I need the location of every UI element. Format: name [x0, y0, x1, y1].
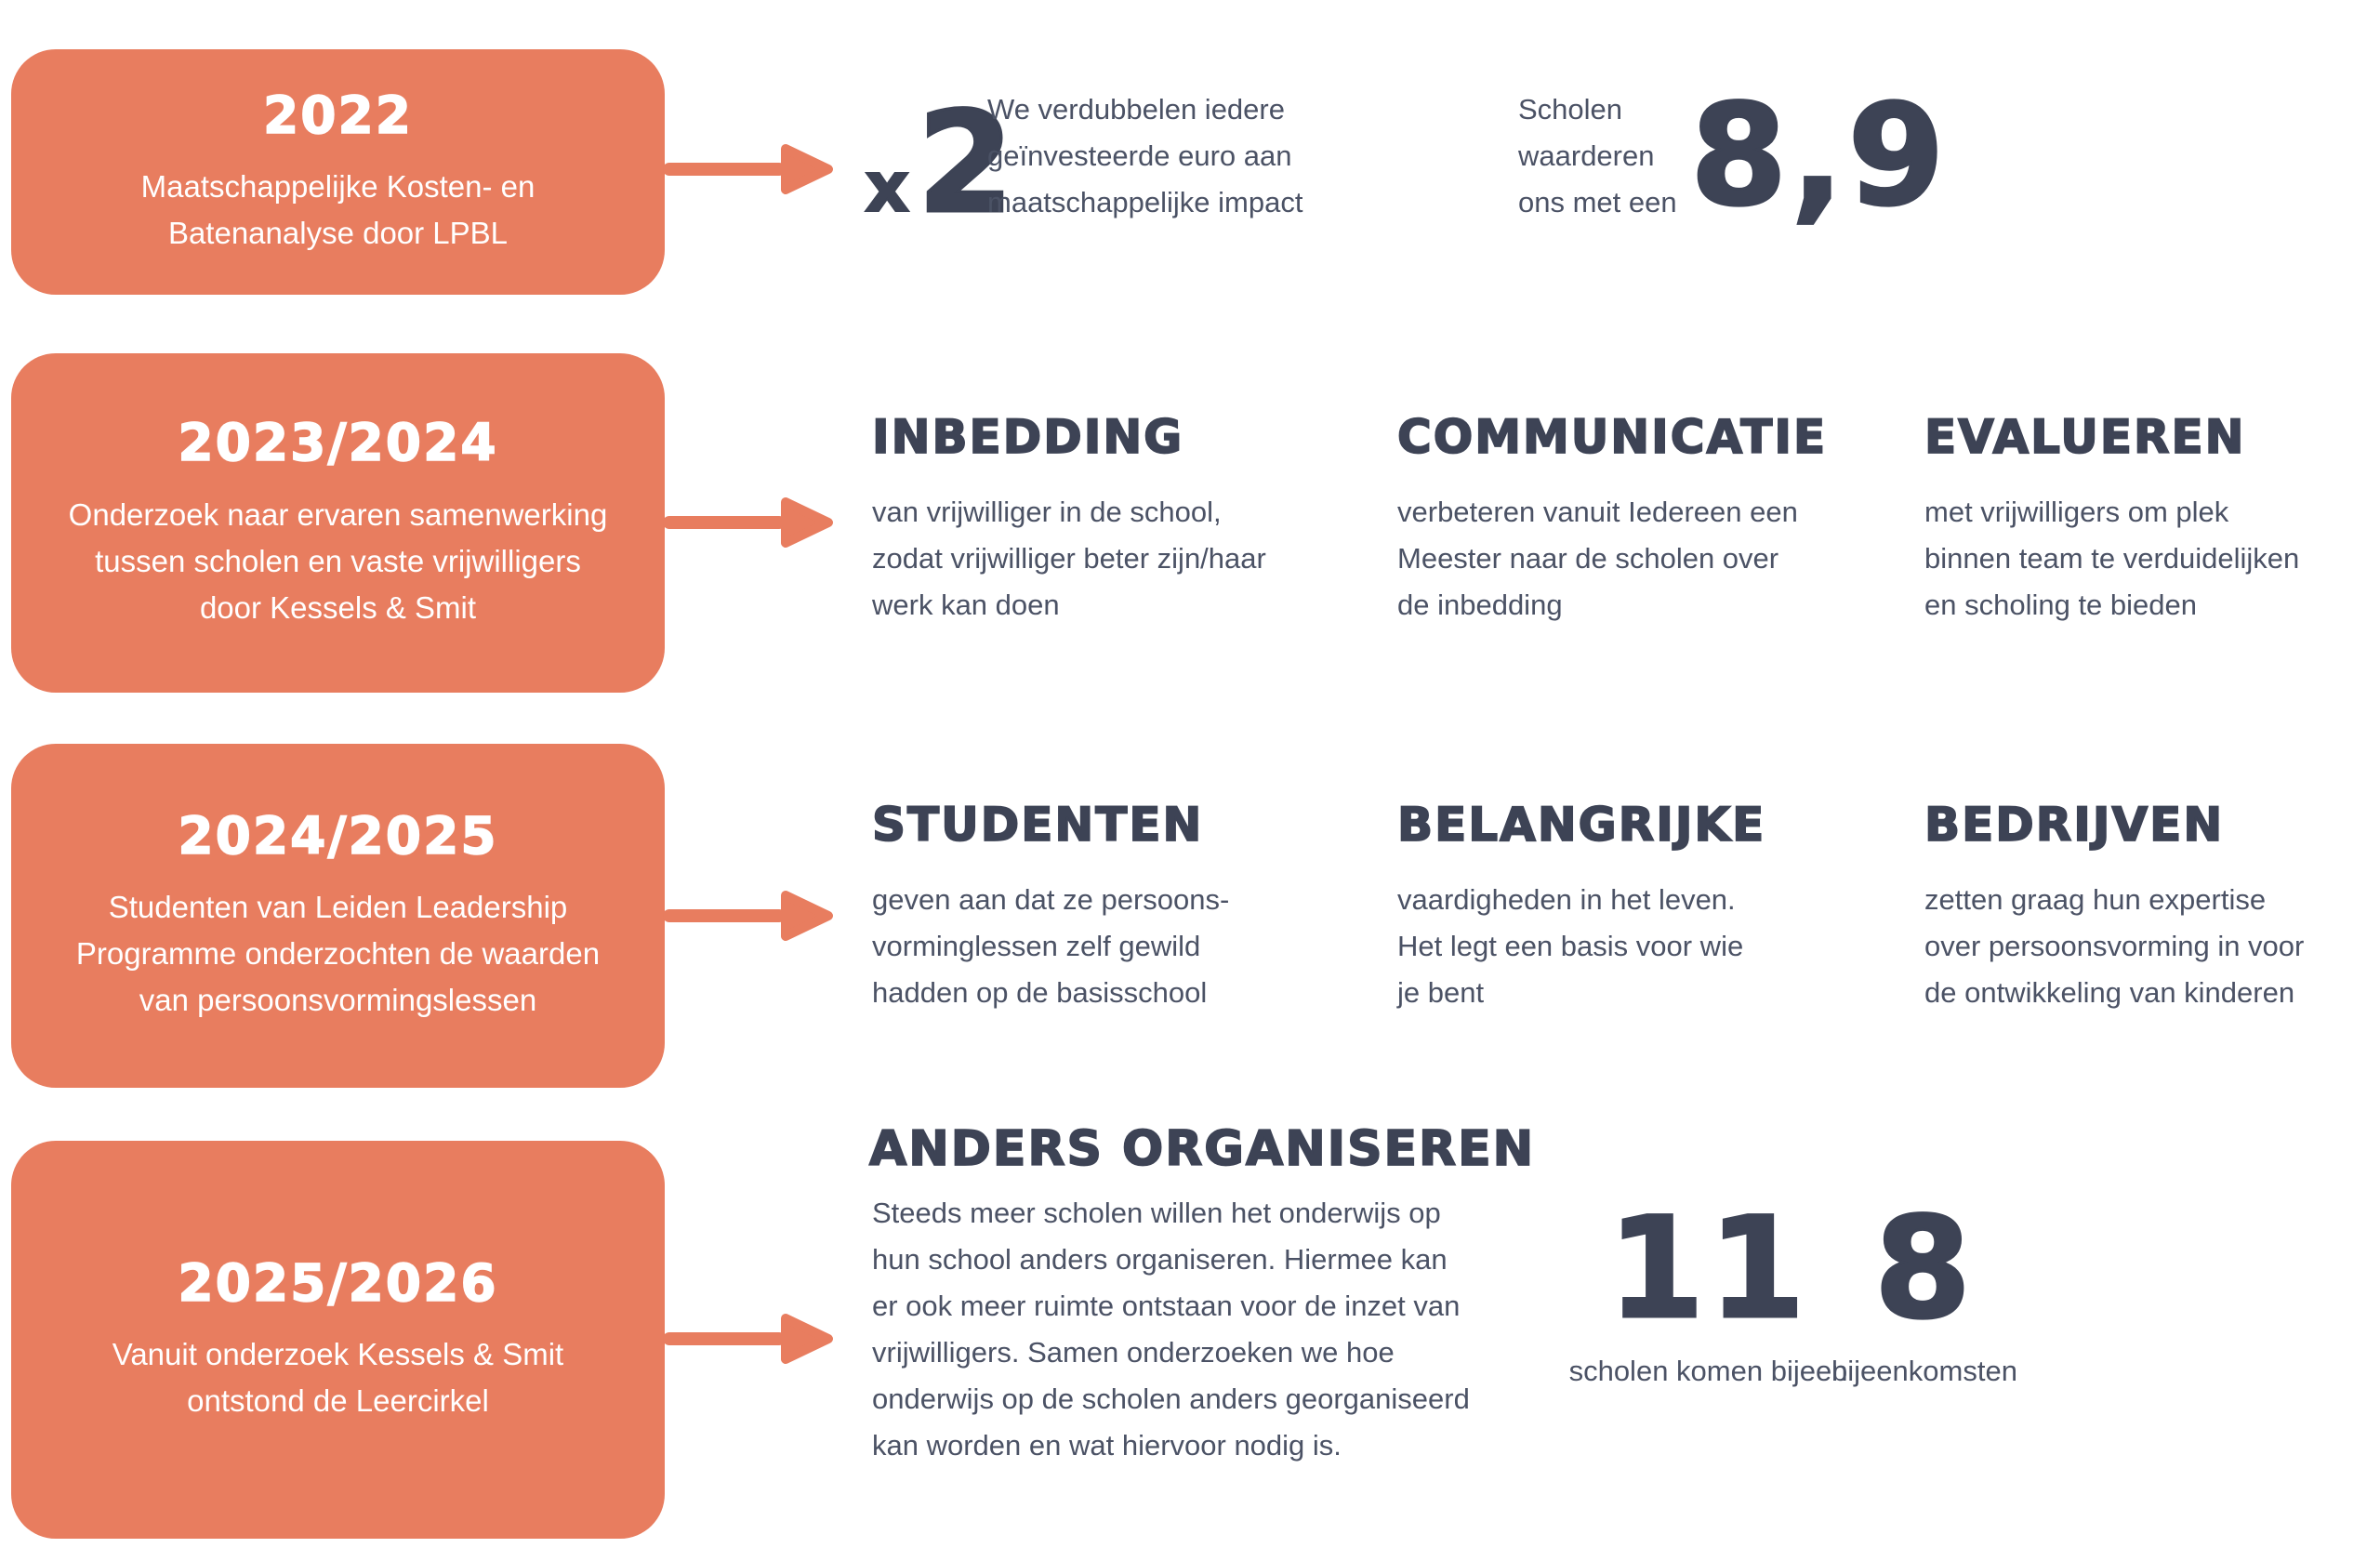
section-text: Steeds meer scholen willen het onderwijs… [872, 1197, 1470, 1462]
year-label: 2023/2024 [178, 413, 498, 473]
multiplier-prefix: x [864, 145, 910, 228]
column-inbedding: INBEDDING van vrijwilliger in de school,… [871, 410, 1365, 628]
column-text: geven aan dat ze persoons- vorminglessen… [872, 883, 1230, 1009]
column-belangrijke: BELANGRIJKE vaardigheden in het leven. H… [1396, 798, 1890, 1016]
timeline-card-2023-2024: 2023/2024 Onderzoek naar ervaren samenwe… [11, 353, 665, 693]
arrow-right-icon [663, 144, 833, 194]
stat-label: scholen komen bijeen [1568, 1355, 1848, 1387]
card-description: Vanuit onderzoek Kessels & Smit ontstond… [112, 1337, 564, 1419]
impact-text: We verdubbelen iedere geïnvesteerde euro… [987, 93, 1303, 218]
year-label: 2024/2025 [178, 805, 498, 866]
rating-value: 8,9 [1689, 75, 1949, 237]
column-text: verbeteren vanuit Iedereen een Meester n… [1397, 496, 1798, 621]
arrow-right-icon [663, 891, 833, 941]
year-label: 2022 [262, 85, 414, 145]
column-communicatie: COMMUNICATIE verbeteren vanuit Iedereen … [1396, 410, 1890, 628]
rating-label: Scholen waarderen ons met een [1518, 93, 1677, 218]
stat-label: bijeenkomsten [1831, 1355, 2017, 1387]
stat-value: 8 [1872, 1188, 1976, 1350]
column-bedrijven: BEDRIJVEN zetten graag hun expertise ove… [1924, 798, 2376, 1016]
column-heading: INBEDDING [871, 410, 1184, 464]
arrow-right-icon [663, 497, 833, 548]
column-evalueren: EVALUEREN met vrijwilligers om plek binn… [1924, 410, 2376, 628]
stat-scholen: 11 scholen komen bijeen [1568, 1188, 1848, 1390]
column-text: van vrijwilliger in de school, zodat vri… [872, 496, 1266, 621]
section-heading-anders-organiseren: ANDERS ORGANISEREN [868, 1120, 1536, 1178]
column-text: zetten graag hun expertise over persoons… [1924, 883, 2305, 1009]
stat-value: 11 [1606, 1188, 1809, 1350]
multiplier-value: 2 [916, 83, 1015, 245]
year-label: 2025/2026 [178, 1252, 498, 1313]
column-studenten: STUDENTEN geven aan dat ze persoons- vor… [871, 798, 1365, 1016]
column-heading: COMMUNICATIE [1396, 410, 1828, 464]
column-heading: BEDRIJVEN [1924, 798, 2225, 852]
timeline-card-2022: 2022 Maatschappelijke Kosten- en Batenan… [11, 49, 665, 295]
stat-bijeenkomsten: 8 bijeenkomsten [1790, 1188, 2059, 1390]
column-heading: BELANGRIJKE [1396, 798, 1766, 852]
column-heading: STUDENTEN [871, 798, 1204, 852]
card-description: Studenten van Leiden Leadership Programm… [75, 890, 601, 1018]
card-description: Onderzoek naar ervaren samenwerking tuss… [68, 496, 608, 625]
column-text: met vrijwilligers om plek binnen team te… [1924, 496, 2300, 621]
multiplier-figure: x 2 [864, 83, 1015, 245]
arrow-right-icon [663, 1314, 833, 1364]
column-text: vaardigheden in het leven. Het legt een … [1397, 883, 1744, 1009]
timeline-card-2025-2026: 2025/2026 Vanuit onderzoek Kessels & Smi… [11, 1141, 665, 1539]
column-heading: EVALUEREN [1924, 410, 2246, 464]
timeline-card-2024-2025: 2024/2025 Studenten van Leiden Leadershi… [11, 744, 665, 1088]
card-description: Maatschappelijke Kosten- en Batenanalyse… [140, 169, 536, 251]
